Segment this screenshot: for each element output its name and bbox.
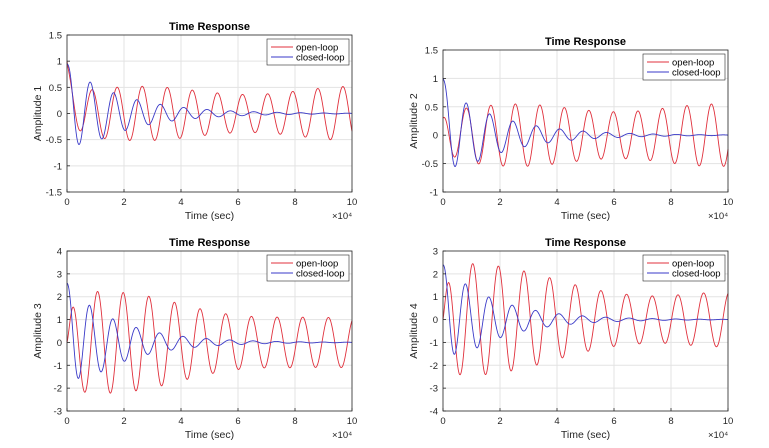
y-tick-label: -3 [54, 407, 62, 418]
y-tick-label: -0.5 [422, 159, 438, 170]
x-tick-label: 2 [497, 197, 502, 208]
x-axis-exponent: ×10⁴ [332, 430, 352, 441]
x-tick-label: 6 [235, 197, 240, 208]
x-tick-label: 0 [440, 416, 445, 427]
y-tick-label: 2 [433, 269, 438, 280]
y-tick-label: 0 [57, 109, 62, 120]
x-tick-label: 0 [64, 416, 69, 427]
y-tick-label: -1 [54, 361, 62, 372]
legend-entry: closed-loop [672, 67, 721, 78]
x-axis-exponent: ×10⁴ [708, 211, 728, 222]
y-tick-label: -3 [430, 384, 438, 395]
x-axis-exponent: ×10⁴ [332, 211, 352, 222]
x-tick-label: 10 [347, 416, 358, 427]
x-axis-exponent: ×10⁴ [708, 430, 728, 441]
y-tick-label: 0 [57, 338, 62, 349]
y-tick-label: -1.5 [46, 188, 62, 199]
x-tick-label: 4 [554, 197, 559, 208]
y-tick-label: -1 [430, 188, 438, 199]
x-tick-label: 8 [668, 197, 673, 208]
y-tick-label: -0.5 [46, 135, 62, 146]
x-tick-label: 0 [64, 197, 69, 208]
x-tick-label: 2 [121, 416, 126, 427]
y-axis-label: Amplitude 2 [408, 93, 420, 149]
x-axis-label: Time (sec) [561, 429, 610, 441]
y-axis-label: Amplitude 4 [408, 303, 420, 359]
y-tick-label: 3 [57, 269, 62, 280]
y-tick-label: -2 [430, 361, 438, 372]
x-tick-label: 10 [723, 197, 734, 208]
y-tick-label: 4 [57, 247, 62, 258]
chart-title: Time Response [169, 21, 250, 33]
x-tick-label: 4 [178, 416, 183, 427]
x-tick-label: 2 [121, 197, 126, 208]
x-tick-label: 6 [235, 416, 240, 427]
x-tick-label: 6 [611, 197, 616, 208]
y-tick-label: 0.5 [425, 102, 438, 113]
y-tick-label: 0 [433, 131, 438, 142]
x-tick-label: 0 [440, 197, 445, 208]
y-tick-label: 0 [433, 315, 438, 326]
x-tick-label: 6 [611, 416, 616, 427]
x-axis-label: Time (sec) [561, 210, 610, 222]
y-tick-label: 0.5 [49, 83, 62, 94]
x-tick-label: 4 [554, 416, 559, 427]
chart-title: Time Response [169, 237, 250, 249]
y-tick-label: 1 [57, 315, 62, 326]
x-axis-label: Time (sec) [185, 210, 234, 222]
y-tick-label: -1 [430, 338, 438, 349]
y-tick-label: 3 [433, 247, 438, 258]
x-tick-label: 10 [723, 416, 734, 427]
y-axis-label: Amplitude 1 [32, 86, 44, 142]
chart-title: Time Response [545, 36, 626, 48]
x-tick-label: 2 [497, 416, 502, 427]
y-tick-label: -1 [54, 161, 62, 172]
y-tick-label: 1 [433, 74, 438, 85]
x-tick-label: 4 [178, 197, 183, 208]
y-tick-label: -4 [430, 407, 438, 418]
legend-entry: closed-loop [296, 52, 345, 63]
legend-entry: closed-loop [296, 268, 345, 279]
x-tick-label: 10 [347, 197, 358, 208]
y-tick-label: 1 [57, 57, 62, 68]
x-tick-label: 8 [668, 416, 673, 427]
x-tick-label: 8 [292, 416, 297, 427]
x-tick-label: 8 [292, 197, 297, 208]
y-tick-label: 2 [57, 292, 62, 303]
y-tick-label: 1 [433, 292, 438, 303]
legend-entry: closed-loop [672, 268, 721, 279]
y-axis-label: Amplitude 3 [32, 303, 44, 359]
x-axis-label: Time (sec) [185, 429, 234, 441]
chart-title: Time Response [545, 237, 626, 249]
y-tick-label: 1.5 [49, 31, 62, 42]
y-tick-label: 1.5 [425, 46, 438, 57]
y-tick-label: -2 [54, 384, 62, 395]
